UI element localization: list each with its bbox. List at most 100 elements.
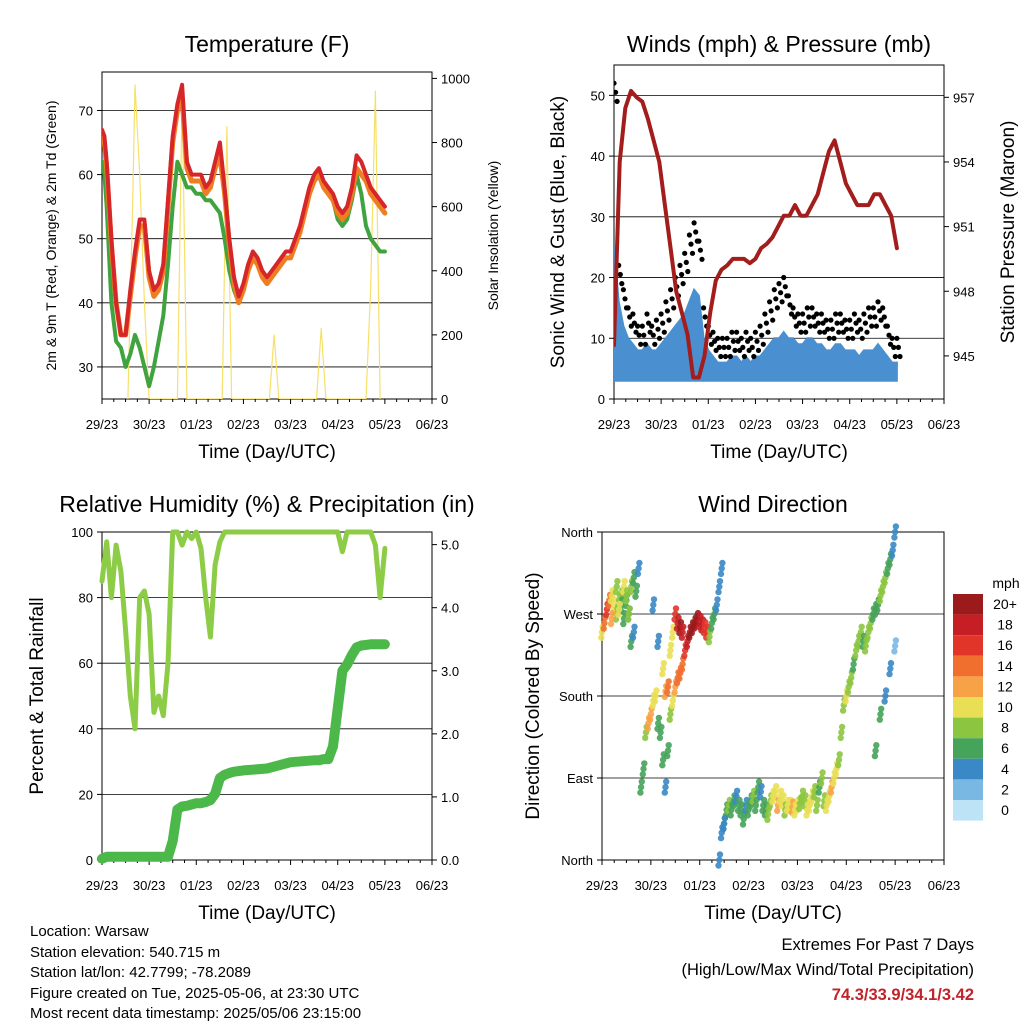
x-tick-label: 03/23 [781, 878, 814, 893]
direction-point [713, 601, 720, 609]
x-tick-label: 06/23 [416, 878, 449, 893]
direction-point [609, 609, 616, 617]
direction-point [633, 582, 641, 589]
direction-point [758, 783, 765, 790]
gust-point [726, 344, 732, 350]
legend-swatch [953, 779, 983, 800]
gust-point [642, 341, 649, 347]
direction-point [616, 600, 623, 608]
legend-swatch [953, 614, 983, 636]
gust-point [842, 317, 848, 323]
gust-point [660, 320, 666, 326]
series-precip [97, 639, 390, 864]
y-tick-label: 60 [79, 168, 93, 183]
direction-point [608, 615, 615, 622]
gust-point [743, 329, 749, 335]
direction-point [625, 610, 633, 618]
y-axis-label: Percent & Total Rainfall [27, 597, 48, 794]
direction-point [716, 583, 723, 590]
gust-point [716, 344, 722, 350]
gust-point [779, 299, 785, 305]
direction-point [858, 623, 865, 630]
panel-1: 30 40 50 60 70 0 200 400 600 800 1000 29/23 30/23 01/… [43, 31, 501, 463]
direction-point [719, 559, 726, 567]
direction-point [661, 789, 668, 796]
y-tick-label: North [561, 853, 593, 868]
x-tick-label: 29/23 [598, 417, 631, 432]
gust-point [697, 247, 704, 253]
direction-point [664, 747, 672, 754]
direction-point [678, 666, 686, 673]
gust-point [870, 305, 876, 311]
gust-point [847, 317, 853, 323]
info-created: Figure created on Tue, 2025-05-06, at 23… [30, 984, 360, 1002]
gust-point [755, 347, 762, 353]
gust-point [721, 344, 727, 350]
gust-point [664, 308, 671, 314]
gust-point [701, 305, 707, 311]
y-right-tick-label: 957 [953, 90, 975, 105]
gust-point [639, 323, 645, 329]
direction-point [891, 642, 899, 650]
direction-point [757, 788, 764, 795]
gust-point [767, 299, 773, 305]
gust-point [765, 329, 771, 335]
direction-point [889, 547, 896, 554]
direction-point [881, 698, 888, 705]
direction-point [832, 771, 839, 778]
direction-point [634, 570, 642, 578]
gust-point [683, 259, 689, 265]
direction-point [667, 641, 675, 649]
gust-point [734, 329, 740, 335]
y-tick-label: 0 [86, 853, 93, 868]
gust-point [669, 296, 675, 302]
direction-point [878, 705, 885, 712]
series-pressure [614, 88, 899, 380]
speed-legend: mph 20+ 18 16 14 12 10 8 6 4 2 0 [953, 575, 1020, 821]
y-right-tick-label: 4.0 [441, 601, 459, 616]
x-tick-label: 04/23 [321, 417, 354, 432]
direction-point [848, 674, 855, 681]
direction-point [655, 638, 662, 645]
direction-point [879, 588, 886, 596]
gust-point [894, 335, 900, 341]
legend-label: 6 [1001, 740, 1009, 756]
direction-point [639, 771, 646, 778]
gust-point [751, 353, 757, 360]
gust-point [644, 311, 650, 317]
direction-point [656, 734, 664, 742]
y-tick-label: 50 [591, 88, 605, 103]
direction-point [667, 711, 674, 718]
direction-point [635, 565, 642, 572]
gust-point [837, 311, 843, 317]
direction-point [844, 689, 852, 696]
direction-point [630, 629, 637, 636]
direction-point [600, 625, 607, 632]
gust-point [851, 311, 858, 317]
direction-point [598, 634, 605, 641]
y-tick-label: 50 [79, 232, 93, 247]
gust-point [655, 326, 661, 332]
direction-point [706, 633, 713, 640]
direction-point [678, 634, 686, 641]
direction-point [891, 648, 898, 655]
extremes-subtitle: (High/Low/Max Wind/Total Precipitation) [681, 961, 974, 979]
legend-swatch [953, 594, 983, 615]
gust-point [833, 311, 839, 317]
y-right-axis-label: Station Pressure (Maroon) [998, 121, 1019, 344]
gust-point [671, 305, 677, 311]
y-right-tick-label: 5.0 [441, 538, 459, 553]
gust-point [619, 281, 625, 287]
gust-point [862, 320, 869, 326]
direction-point [883, 570, 891, 578]
extremes-box: Extremes For Past 7 Days (High/Low/Max W… [681, 933, 974, 1008]
info-location: Location: Warsaw [30, 923, 149, 940]
direction-point [718, 565, 725, 572]
gust-point [718, 353, 724, 360]
direction-point [887, 660, 895, 667]
legend-label: 2 [1001, 781, 1009, 797]
gust-point [778, 290, 784, 296]
direction-point [717, 834, 725, 842]
gust-point [638, 341, 644, 347]
direction-point [630, 574, 637, 581]
